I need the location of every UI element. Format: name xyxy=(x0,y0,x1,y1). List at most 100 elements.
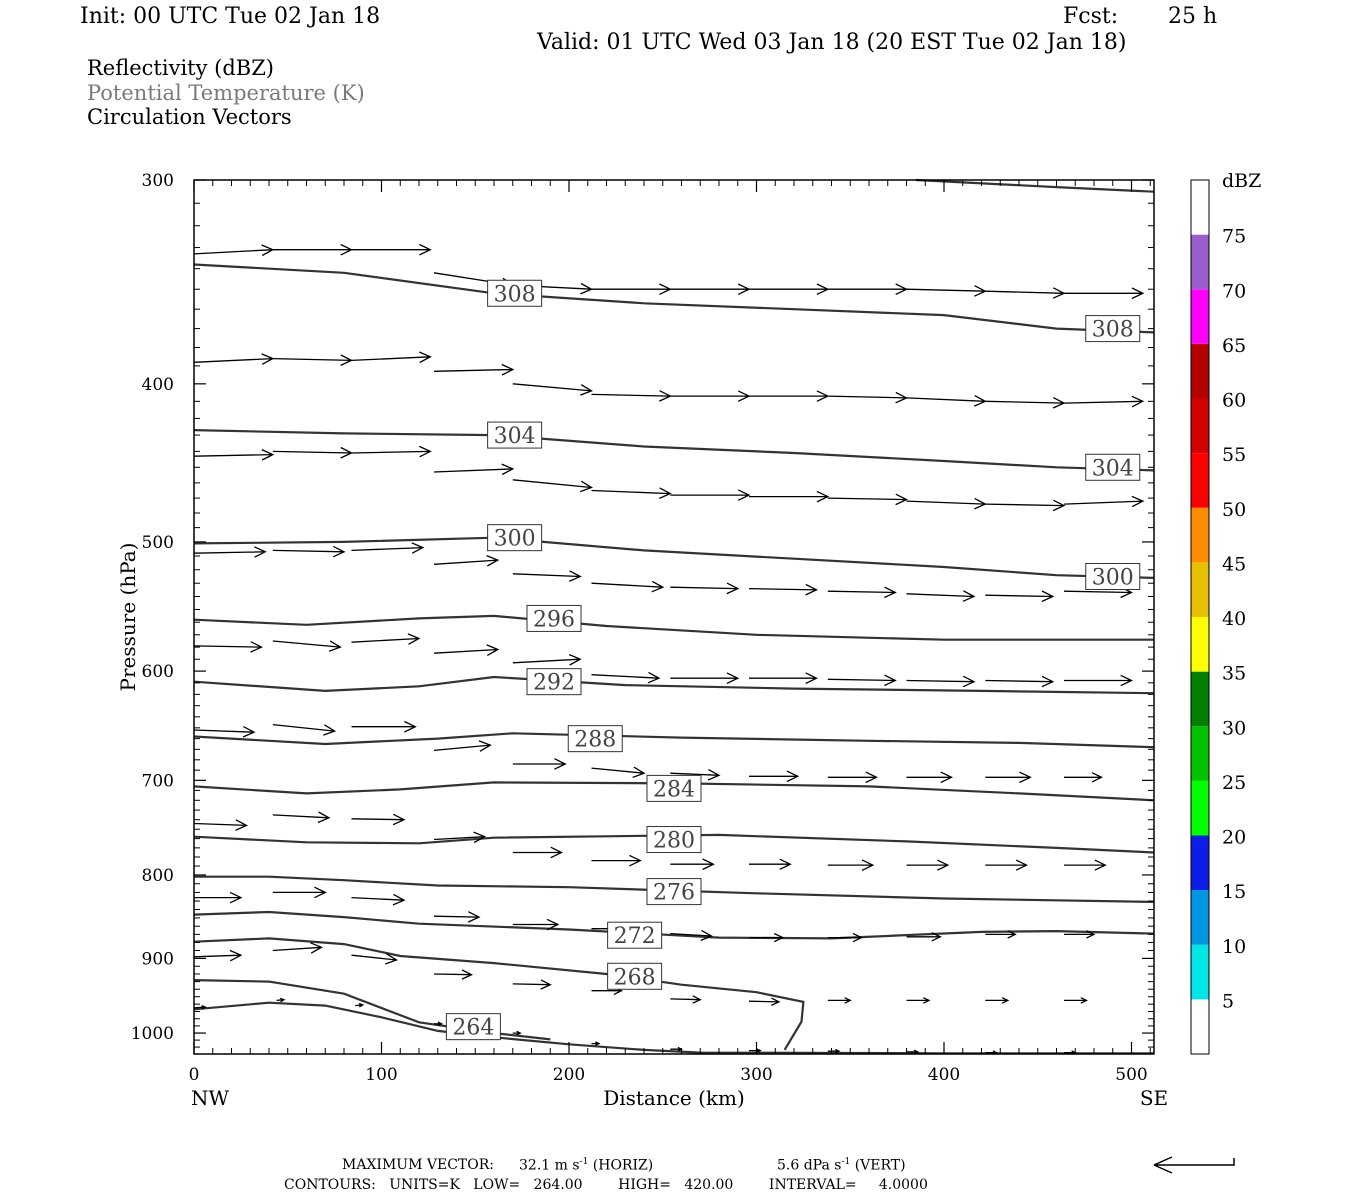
x-tick-label: 500 xyxy=(1115,1065,1147,1085)
circulation-vector xyxy=(591,766,646,779)
circulation-vector xyxy=(827,1048,841,1054)
x-tick-label: 400 xyxy=(928,1065,960,1085)
circulation-vector xyxy=(1063,395,1145,408)
circulation-vector xyxy=(512,1030,522,1036)
isentrope-292 xyxy=(193,675,1155,695)
colorbar-level-label: 35 xyxy=(1222,663,1246,685)
circulation-vector xyxy=(591,671,661,684)
x-tick-label: 300 xyxy=(740,1065,772,1085)
circulation-vector xyxy=(433,463,515,476)
circulation-vector xyxy=(827,859,875,871)
circulation-vector xyxy=(670,929,713,942)
circulation-vector xyxy=(906,859,950,871)
horiz-value: 32.1 m s xyxy=(519,1157,580,1174)
circulation-vector xyxy=(433,644,500,656)
circulation-vector xyxy=(193,641,263,653)
circulation-vector xyxy=(591,390,672,402)
isentrope-264 xyxy=(193,1001,1154,1055)
isentrope-label-304: 304 xyxy=(494,424,536,449)
circulation-vector xyxy=(906,932,942,942)
isentrope-label-box-308 xyxy=(1085,315,1141,343)
circulation-vector xyxy=(276,997,286,1003)
colorbar-level-label: 65 xyxy=(1222,335,1246,357)
isentrope-label-box-288 xyxy=(567,725,623,753)
circulation-vector xyxy=(670,995,702,1004)
init-time: Init: 00 UTC Tue 02 Jan 18 xyxy=(80,4,381,29)
circulation-vector xyxy=(670,489,751,501)
circulation-vector xyxy=(827,771,878,784)
circulation-vector xyxy=(351,351,432,364)
circulation-vector xyxy=(272,723,337,736)
y-tick-label: 1000 xyxy=(131,1024,174,1044)
circulation-vector xyxy=(827,932,863,943)
circulation-vector xyxy=(351,720,417,733)
circulation-vector xyxy=(827,997,852,1004)
colorbar-swatch xyxy=(1191,343,1209,399)
colorbar-swatch xyxy=(1191,562,1209,617)
circulation-vector xyxy=(193,1004,207,1010)
circulation-vector xyxy=(827,674,897,687)
colorbar-swatch xyxy=(1191,944,1209,1000)
circulation-vector xyxy=(272,354,353,366)
circulation-vector xyxy=(193,726,256,738)
circulation-vector xyxy=(985,675,1055,688)
circulation-vector xyxy=(827,493,908,506)
circulation-vector xyxy=(272,811,331,824)
isentrope-276 xyxy=(194,875,1155,903)
circulation-vector xyxy=(1064,772,1103,783)
circulation-vector xyxy=(1063,495,1145,508)
extra-contour xyxy=(915,178,1155,193)
colorbar-swatch xyxy=(1191,835,1209,891)
circulation-vector xyxy=(1064,997,1088,1004)
circulation-vector xyxy=(827,586,897,599)
plot-frame xyxy=(193,179,1155,1055)
x-tick-label: 100 xyxy=(365,1065,397,1085)
isentrope-label-276: 276 xyxy=(653,881,695,906)
y-axis-label: Pressure (hPa) xyxy=(116,543,140,692)
circulation-vector xyxy=(351,542,425,554)
circulation-vector xyxy=(670,672,740,684)
colorbar-swatch xyxy=(1191,726,1209,781)
y-tick-label: 300 xyxy=(142,171,174,191)
valid-time: Valid: 01 UTC Wed 03 Jan 18 (20 EST Tue … xyxy=(537,30,1127,55)
circulation-vector xyxy=(351,445,432,458)
isentrope-label-box-300 xyxy=(1085,563,1141,591)
colorbar-level-label: 20 xyxy=(1222,827,1246,849)
colorbar-swatch xyxy=(1191,398,1209,454)
isentrope-284 xyxy=(193,781,1155,802)
circulation-vector xyxy=(434,1021,443,1027)
isentrope-label-304: 304 xyxy=(1092,456,1134,481)
y-tick-label: 600 xyxy=(142,662,174,682)
circulation-vector xyxy=(512,570,582,582)
circulation-vector xyxy=(194,891,243,904)
circulation-vector xyxy=(193,546,267,558)
circulation-vector xyxy=(748,583,818,596)
dbz-colorbar: 5 10 15 20 25 30 35 40 45 50 55 60 65 70 75 dBZ xyxy=(1190,170,1261,1055)
circulation-vector xyxy=(433,969,473,980)
y-tick-label: 900 xyxy=(142,949,174,969)
circulation-vector xyxy=(193,449,275,461)
isentrope-contours xyxy=(193,178,1155,1055)
reference-vector-arrow xyxy=(1153,1156,1235,1174)
circulation-vector xyxy=(749,932,785,943)
isentrope-label-308: 308 xyxy=(494,282,536,307)
circulation-vector xyxy=(906,1049,920,1055)
max-vector-label: MAXIMUM VECTOR: xyxy=(342,1157,494,1173)
reflectivity-title: Reflectivity (dBZ) xyxy=(87,56,275,80)
colorbar-level-label: 50 xyxy=(1222,499,1246,521)
colorbar-level-label: 25 xyxy=(1222,772,1246,794)
circulation-vector xyxy=(670,769,721,781)
colorbar-level-label: 15 xyxy=(1222,881,1246,903)
y-tick-label: 800 xyxy=(142,866,174,886)
isentrope-label-280: 280 xyxy=(653,829,695,854)
colorbar-frame xyxy=(1190,179,1210,1055)
circulation-vector xyxy=(193,949,243,962)
colorbar-swatch xyxy=(1191,234,1209,290)
isentrope-label-300: 300 xyxy=(1092,566,1134,591)
colorbar-swatch xyxy=(1191,780,1209,836)
circulation-vector xyxy=(906,675,976,688)
circulation-vector xyxy=(670,858,715,871)
circulation-vectors-title: Circulation Vectors xyxy=(87,105,292,129)
circulation-vector xyxy=(351,633,421,645)
isentrope-label-box-264 xyxy=(445,1013,501,1041)
